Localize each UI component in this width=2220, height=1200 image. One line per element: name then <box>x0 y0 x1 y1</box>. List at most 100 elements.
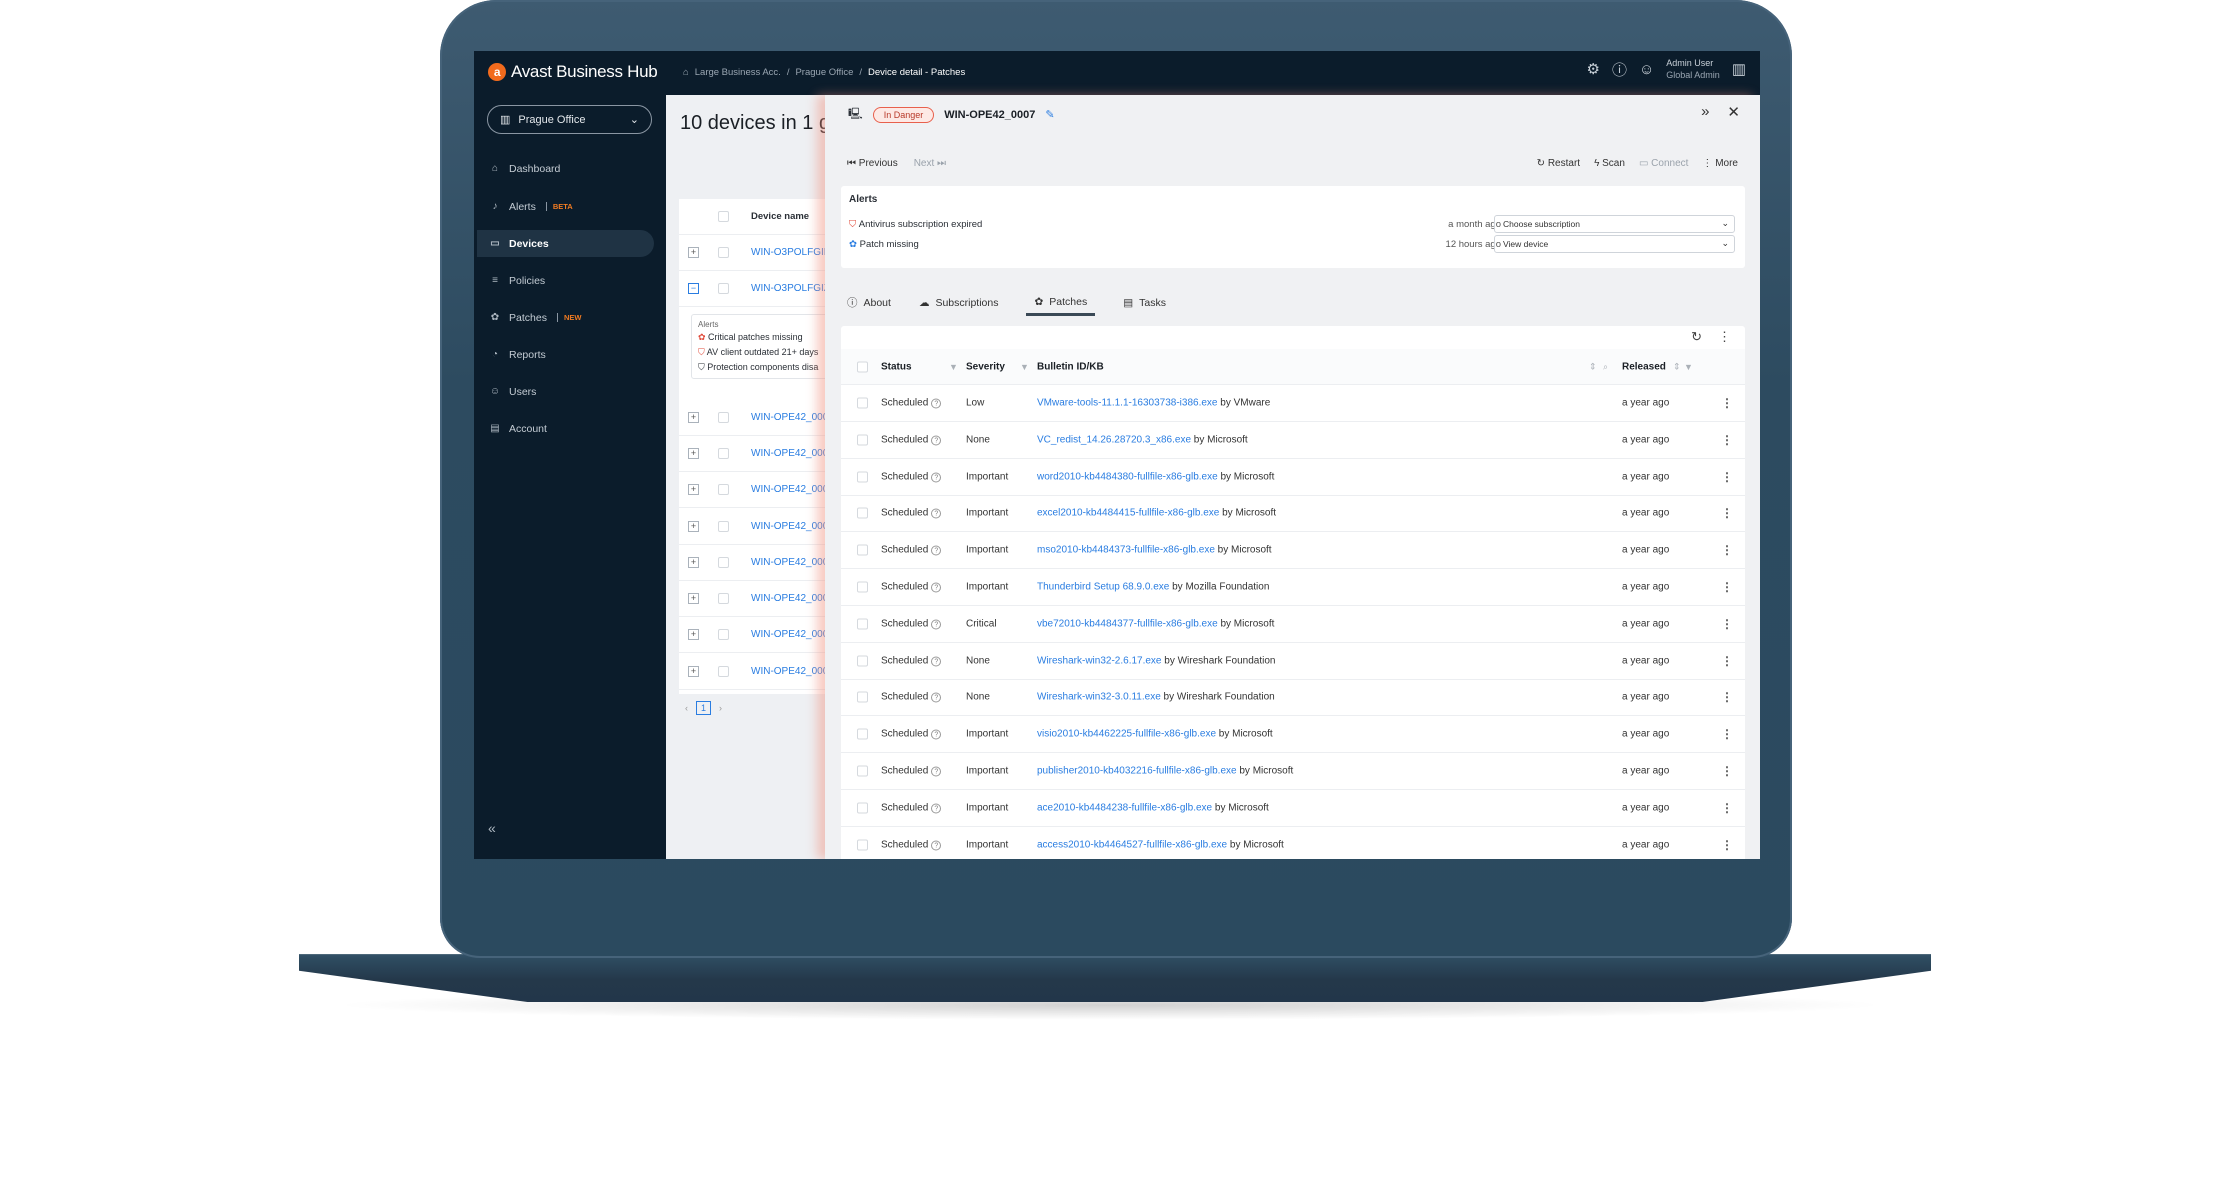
bulletin-link[interactable]: publisher2010-kb4032216-fullfile-x86-glb… <box>1037 765 1237 777</box>
row-menu-icon[interactable]: ⋮ <box>1721 469 1733 484</box>
help-icon[interactable]: ? <box>931 766 942 777</box>
bulletin-link[interactable]: mso2010-kb4484373-fullfile-x86-glb.exe <box>1037 544 1215 556</box>
expand-row-button[interactable]: + <box>688 557 699 568</box>
row-checkbox[interactable] <box>857 655 868 667</box>
sidebar-item-reports[interactable]: ◔ Reports <box>477 341 654 368</box>
row-checkbox[interactable] <box>857 581 868 593</box>
row-checkbox[interactable] <box>857 802 868 814</box>
row-checkbox[interactable] <box>857 434 868 446</box>
user-menu[interactable]: Admin User Global Admin <box>1666 57 1720 81</box>
select-all-checkbox[interactable] <box>857 361 868 372</box>
device-link[interactable]: WIN-OPE42_000 <box>751 629 829 640</box>
row-checkbox[interactable] <box>718 247 729 258</box>
bulletin-link[interactable]: word2010-kb4484380-fullfile-x86-glb.exe <box>1037 471 1218 483</box>
row-checkbox[interactable] <box>718 629 729 640</box>
row-checkbox[interactable] <box>718 412 729 423</box>
bulletin-link[interactable]: Thunderbird Setup 68.9.0.exe <box>1037 581 1170 593</box>
help-icon[interactable]: ? <box>931 619 942 630</box>
row-menu-icon[interactable]: ⋮ <box>1721 764 1733 778</box>
prev-page-icon[interactable]: ‹ <box>685 703 688 713</box>
device-link[interactable]: WIN-OPE42_000 <box>751 412 829 423</box>
row-checkbox[interactable] <box>718 557 729 568</box>
device-link[interactable]: WIN-OPE42_000 <box>751 593 829 604</box>
row-menu-icon[interactable]: ⋮ <box>1721 432 1733 447</box>
row-checkbox[interactable] <box>718 283 729 294</box>
help-icon[interactable]: ? <box>931 398 942 409</box>
help-icon[interactable]: ? <box>931 472 942 483</box>
expand-row-button[interactable]: + <box>688 484 699 495</box>
home-icon[interactable]: ⌂ <box>683 67 689 78</box>
bulletin-link[interactable]: excel2010-kb4484415-fullfile-x86-glb.exe <box>1037 507 1220 519</box>
filter-icon[interactable]: ▼ <box>1684 361 1693 372</box>
row-checkbox[interactable] <box>857 544 868 556</box>
sidebar-item-account[interactable]: ▤ Account <box>477 415 654 442</box>
expand-row-button[interactable]: − <box>688 283 699 294</box>
row-checkbox[interactable] <box>718 448 729 459</box>
expand-icon[interactable]: » <box>1701 103 1710 120</box>
gear-icon[interactable]: ⚙ <box>1586 61 1600 78</box>
expand-row-button[interactable]: + <box>688 521 699 532</box>
kebab-menu-icon[interactable]: ⋮ <box>1718 329 1731 344</box>
row-checkbox[interactable] <box>718 484 729 495</box>
alert-action-dropdown[interactable]: View device ⌄ <box>1494 235 1735 253</box>
device-link[interactable]: WIN-OPE42_000 <box>751 666 829 677</box>
help-icon[interactable]: ? <box>931 435 942 446</box>
help-icon[interactable]: ? <box>931 840 942 851</box>
column-released[interactable]: Released <box>1622 361 1666 372</box>
restart-button[interactable]: ↻ Restart <box>1536 158 1581 169</box>
device-link[interactable]: WIN-O3POLFGIZ <box>751 283 830 294</box>
help-icon[interactable]: ⓘ <box>1611 61 1627 79</box>
search-icon[interactable]: ⌕ <box>1603 361 1609 371</box>
column-status[interactable]: Status <box>881 361 912 372</box>
bulletin-link[interactable]: VMware-tools-11.1.1-16303738-i386.exe <box>1037 397 1218 409</box>
tab-patches[interactable]: ✿ Patches <box>1026 295 1096 316</box>
refresh-icon[interactable]: ↻ <box>1691 329 1702 344</box>
row-menu-icon[interactable]: ⋮ <box>1721 727 1733 742</box>
sidebar-item-patches[interactable]: ✿ Patches NEW <box>477 304 654 331</box>
row-checkbox[interactable] <box>857 728 868 740</box>
edit-icon[interactable]: ✎ <box>1045 109 1055 121</box>
help-icon[interactable]: ? <box>931 692 942 703</box>
bulletin-link[interactable]: visio2010-kb4462225-fullfile-x86-glb.exe <box>1037 728 1216 740</box>
bulletin-link[interactable]: access2010-kb4464527-fullfile-x86-glb.ex… <box>1037 839 1228 851</box>
next-button[interactable]: Next ⏭ <box>913 158 947 169</box>
help-icon[interactable]: ? <box>931 582 942 593</box>
breadcrumb-account[interactable]: Large Business Acc. <box>694 67 781 78</box>
sort-icon[interactable]: ⇕ <box>1673 361 1681 371</box>
help-icon[interactable]: ? <box>931 656 942 667</box>
row-checkbox[interactable] <box>718 521 729 532</box>
row-menu-icon[interactable]: ⋮ <box>1721 653 1733 668</box>
sidebar-item-dashboard[interactable]: ⌂ Dashboard <box>477 155 654 182</box>
expand-row-button[interactable]: + <box>688 593 699 604</box>
row-checkbox[interactable] <box>857 765 868 777</box>
expand-row-button[interactable]: + <box>688 412 699 423</box>
bulletin-link[interactable]: ace2010-kb4484238-fullfile-x86-glb.exe <box>1037 802 1213 814</box>
expand-row-button[interactable]: + <box>688 666 699 677</box>
row-checkbox[interactable] <box>857 397 868 409</box>
sidebar-item-policies[interactable]: ≡ Policies <box>477 267 654 294</box>
connect-button[interactable]: ▭ Connect <box>1638 158 1689 169</box>
device-link[interactable]: WIN-OPE42_000 <box>751 448 829 459</box>
sidebar-item-devices[interactable]: ▭ Devices <box>477 230 654 257</box>
row-checkbox[interactable] <box>857 507 868 519</box>
row-menu-icon[interactable]: ⋮ <box>1721 396 1733 410</box>
row-checkbox[interactable] <box>718 666 729 677</box>
page-number[interactable]: 1 <box>696 701 712 715</box>
sidebar-item-alerts[interactable]: ♪ Alerts BETA <box>477 193 654 220</box>
filter-icon[interactable]: ▼ <box>1020 361 1029 372</box>
alert-action-dropdown[interactable]: Choose subscription ⌄ <box>1494 215 1735 233</box>
expand-row-button[interactable]: + <box>688 629 699 640</box>
help-icon[interactable]: ? <box>931 545 942 556</box>
collapse-sidebar-icon[interactable]: « <box>488 820 496 836</box>
row-menu-icon[interactable]: ⋮ <box>1721 690 1733 705</box>
building-icon[interactable]: ▥ <box>1731 61 1746 78</box>
help-icon[interactable]: ? <box>931 803 942 814</box>
row-menu-icon[interactable]: ⋮ <box>1721 506 1733 521</box>
breadcrumb-office[interactable]: Prague Office <box>795 67 854 78</box>
device-link[interactable]: WIN-O3POLFGIF <box>751 247 830 258</box>
column-bulletin[interactable]: Bulletin ID/KB <box>1037 361 1104 372</box>
row-checkbox[interactable] <box>857 618 868 630</box>
more-button[interactable]: ⋮ More <box>1702 158 1738 169</box>
column-severity[interactable]: Severity <box>966 361 1005 372</box>
bulletin-link[interactable]: Wireshark-win32-2.6.17.exe <box>1037 655 1162 667</box>
